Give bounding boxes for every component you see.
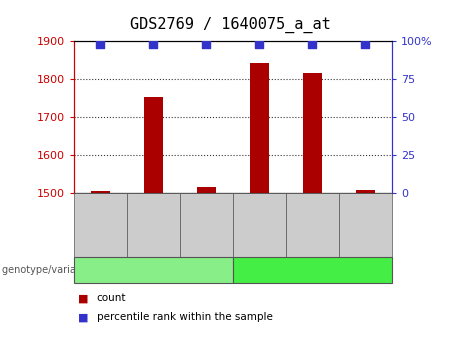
Bar (356, 190, 375, 193)
Point (96, 42, 104, 47)
Text: ■: ■ (78, 313, 89, 322)
Point (255, 42, 263, 47)
Text: GSM91119: GSM91119 (255, 200, 264, 250)
Text: GSM91131: GSM91131 (361, 200, 370, 250)
Bar (250, 63, 269, 193)
Point (149, 42, 157, 47)
Bar (144, 97, 163, 193)
Bar (303, 73, 322, 193)
Text: GSM91138: GSM91138 (202, 200, 211, 250)
Text: percentile rank within the sample: percentile rank within the sample (97, 313, 273, 322)
Point (202, 42, 210, 47)
Text: GSM91133: GSM91133 (96, 200, 105, 250)
Text: ■: ■ (78, 294, 89, 303)
Point (361, 42, 369, 47)
Bar (91, 190, 110, 193)
Text: roX1 roX2 mutant: roX1 roX2 mutant (263, 265, 362, 275)
Point (308, 42, 316, 47)
Text: genotype/variation ▶: genotype/variation ▶ (2, 265, 106, 275)
Bar (197, 187, 216, 193)
Text: count: count (97, 294, 126, 303)
Text: GDS2769 / 1640075_a_at: GDS2769 / 1640075_a_at (130, 17, 331, 33)
Text: wild type: wild type (128, 265, 179, 275)
Text: GSM91121: GSM91121 (308, 200, 317, 250)
Text: GSM91135: GSM91135 (149, 200, 158, 250)
